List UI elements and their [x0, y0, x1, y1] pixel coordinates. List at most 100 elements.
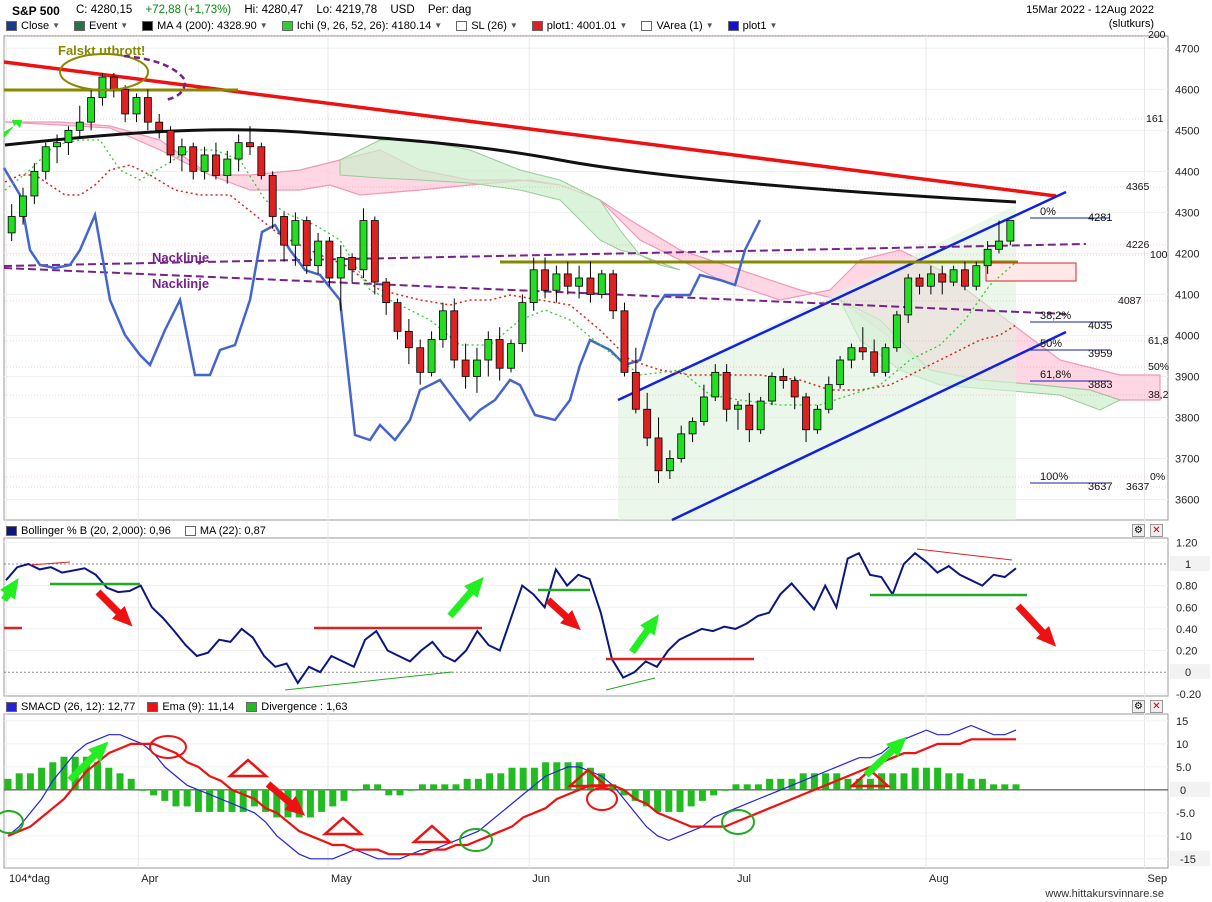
- legend-item[interactable]: MA 4 (200): 4328.90 ▼: [136, 20, 268, 32]
- candle: [677, 425, 686, 463]
- histogram-bar: [138, 789, 146, 791]
- candle-body: [30, 170, 39, 197]
- legend-item[interactable]: plot1 ▼: [722, 20, 778, 32]
- candle-body: [314, 240, 322, 267]
- legend-swatch: [74, 20, 86, 31]
- candle-body: [847, 347, 856, 361]
- candle: [302, 216, 311, 274]
- candle: [427, 331, 436, 377]
- candle-body: [677, 433, 686, 459]
- close-icon[interactable]: ✕: [1150, 524, 1163, 537]
- candle-body: [438, 310, 447, 340]
- histogram-bar: [26, 773, 34, 790]
- right-level-label: 61,8: [1148, 335, 1169, 347]
- histogram-bar: [631, 789, 639, 801]
- right-level-label: 38,2: [1148, 389, 1169, 401]
- candle-body: [654, 437, 663, 472]
- candle: [734, 401, 742, 430]
- candle: [586, 261, 595, 303]
- histogram-bar: [49, 762, 57, 790]
- candle-body: [495, 339, 504, 369]
- candle: [631, 347, 640, 414]
- candle: [87, 89, 96, 131]
- histogram-bar: [766, 778, 774, 790]
- histogram-bar: [150, 789, 158, 796]
- dropdown-icon[interactable]: ▼: [259, 21, 268, 30]
- bollinger-swatch: [6, 525, 17, 536]
- arrow-up-icon: [886, 736, 907, 757]
- candle-body: [824, 384, 833, 410]
- candle: [972, 261, 981, 291]
- dropdown-icon[interactable]: ▼: [509, 21, 518, 30]
- candle: [904, 273, 913, 324]
- wrench-icon[interactable]: ⚙: [1132, 700, 1145, 713]
- x-tick-label: Jul: [737, 873, 751, 885]
- bollinger-ma: MA (22): 0,87: [199, 524, 266, 537]
- date-range: 15Mar 2022 - 12Aug 2022: [1026, 4, 1154, 16]
- legend-item[interactable]: VArea (1) ▼: [635, 20, 714, 32]
- candle-body: [404, 330, 413, 349]
- wrench-icon[interactable]: ⚙: [1132, 524, 1145, 537]
- candle-body: [177, 146, 186, 156]
- bollinger-title: Bollinger % B (20, 2,000): 0,96: [21, 524, 171, 537]
- triangle-marker-icon: [566, 768, 610, 788]
- histogram-bar: [788, 778, 796, 790]
- legend-swatch: [456, 20, 468, 31]
- candle-body: [427, 339, 436, 373]
- indicator-legend: Close ▼ Event ▼ MA 4 (200): 4328.90 ▼ Ichi (9,…: [0, 18, 785, 33]
- legend-item[interactable]: SL (26) ▼: [450, 20, 518, 32]
- candle: [779, 368, 788, 389]
- legend-item[interactable]: Ichi (9, 26, 52, 26): 4180.14 ▼: [276, 20, 442, 32]
- candle-body: [257, 146, 266, 176]
- histogram-bar: [743, 784, 751, 790]
- highlight-circle: [586, 787, 618, 811]
- dropdown-icon[interactable]: ▼: [52, 21, 61, 30]
- histogram-bar: [620, 789, 628, 796]
- candle: [745, 392, 754, 443]
- triangle-marker-icon: [410, 824, 454, 844]
- histogram-bar: [474, 778, 482, 790]
- candle-body: [155, 121, 164, 131]
- close-icon[interactable]: ✕: [1150, 700, 1163, 713]
- histogram-bar: [206, 789, 214, 812]
- highlight-circle: [721, 809, 755, 835]
- smacd-swatch: [6, 701, 17, 712]
- legend-item[interactable]: plot1: 4001.01 ▼: [526, 20, 628, 32]
- x-tick-label: Aug: [929, 873, 949, 885]
- candle: [314, 232, 322, 274]
- histogram-bar: [687, 789, 695, 807]
- dashed-arc: [123, 54, 187, 102]
- candle-body: [132, 97, 141, 115]
- candle: [200, 146, 209, 180]
- target-zone: [985, 262, 1077, 282]
- candle: [665, 450, 674, 479]
- histogram-bar: [934, 767, 942, 790]
- candle-body: [768, 376, 776, 402]
- candle-body: [734, 404, 742, 410]
- divergence-line: [284, 671, 453, 691]
- candle: [915, 273, 924, 295]
- y-tick-label: 4100: [1175, 289, 1199, 301]
- histogram-bar: [575, 762, 583, 790]
- candle-body: [473, 359, 481, 377]
- y-tick-label: 4400: [1175, 166, 1199, 178]
- neckline-label-2: Nacklinje: [152, 276, 209, 291]
- channel-upper: [617, 190, 1067, 402]
- histogram-bar: [990, 784, 998, 790]
- dropdown-icon[interactable]: ▼: [769, 21, 778, 30]
- highlight-circle: [149, 735, 187, 759]
- candle-body: [631, 371, 640, 410]
- dropdown-icon[interactable]: ▼: [120, 21, 129, 30]
- dropdown-icon[interactable]: ▼: [434, 21, 443, 30]
- legend-item[interactable]: Event ▼: [68, 20, 128, 32]
- candle-body: [586, 277, 595, 295]
- dropdown-icon[interactable]: ▼: [705, 21, 714, 30]
- legend-label: MA 4 (200): 4328.90: [157, 19, 257, 32]
- candle-body: [87, 97, 96, 123]
- candle: [847, 343, 856, 369]
- dropdown-icon[interactable]: ▼: [619, 21, 628, 30]
- footer-url[interactable]: www.hittakursvinnare.se: [1045, 888, 1164, 900]
- fib-value-label: 3883: [1088, 379, 1112, 391]
- legend-item[interactable]: Close ▼: [0, 20, 60, 32]
